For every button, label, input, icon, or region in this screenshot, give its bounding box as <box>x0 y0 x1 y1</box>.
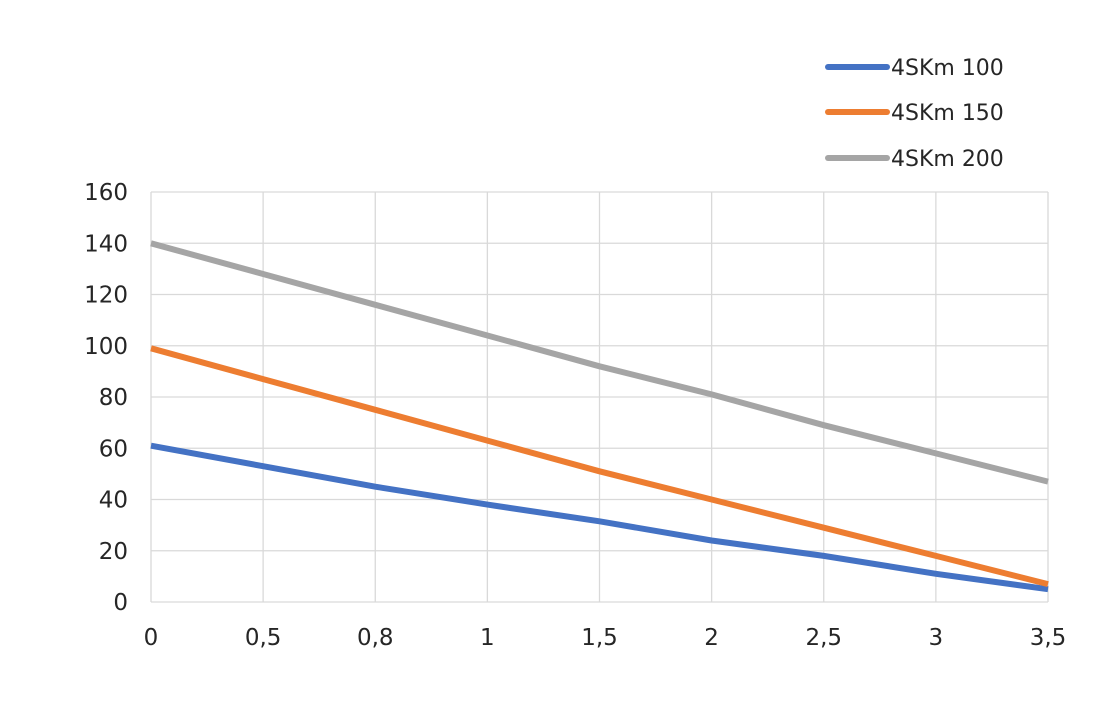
series-lines <box>150 240 1049 593</box>
series-line-3 <box>150 240 1049 485</box>
y-tick-label: 160 <box>84 180 128 206</box>
legend-label: 4SKm 200 <box>891 147 1004 172</box>
x-tick-label: 2 <box>704 625 719 651</box>
x-axis-tick-labels: 0 0,5 0,8 1 1,5 2 2,5 3 3,5 <box>144 625 1067 651</box>
x-tick-label: 1 <box>480 625 495 651</box>
legend-item: 4SKm 100 <box>825 56 1004 81</box>
x-tick-label: 3,5 <box>1030 625 1067 651</box>
y-tick-label: 100 <box>84 334 128 360</box>
y-tick-label: 20 <box>99 539 128 565</box>
y-tick-label: 40 <box>99 488 128 514</box>
gridlines <box>150 191 1049 603</box>
x-tick-label: 0,5 <box>245 625 282 651</box>
y-axis-tick-labels: 0 20 40 60 80 100 120 140 160 <box>84 180 128 616</box>
legend-item: 4SKm 150 <box>825 101 1004 126</box>
legend-label: 4SKm 100 <box>891 56 1004 81</box>
y-tick-label: 60 <box>99 436 128 462</box>
x-tick-label: 2,5 <box>805 625 842 651</box>
x-tick-label: 3 <box>929 625 944 651</box>
y-tick-label: 0 <box>113 590 128 616</box>
y-tick-label: 120 <box>84 283 128 309</box>
x-tick-label: 0 <box>144 625 159 651</box>
legend-label: 4SKm 150 <box>891 101 1004 126</box>
series-line-1 <box>150 442 1049 593</box>
legend: 4SKm 100 4SKm 150 4SKm 200 <box>825 56 1004 172</box>
y-tick-label: 140 <box>84 231 128 257</box>
series-line-2 <box>150 345 1049 588</box>
x-tick-label: 1,5 <box>581 625 618 651</box>
x-tick-label: 0,8 <box>357 625 394 651</box>
y-tick-label: 80 <box>99 385 128 411</box>
legend-item: 4SKm 200 <box>825 147 1004 172</box>
